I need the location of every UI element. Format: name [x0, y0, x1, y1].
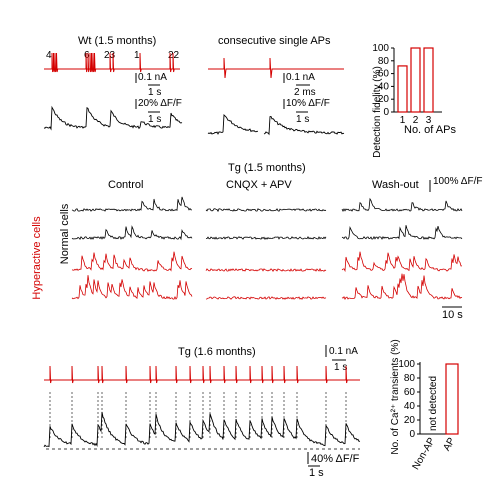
panel-a-title: Wt (1.5 months) [78, 35, 156, 47]
scalebar-time-label: 1 s [296, 114, 309, 125]
calcium-trace-right [207, 114, 258, 135]
spike-count-label: 6 [84, 50, 90, 61]
panel-c-title: Tg (1.6 months) [178, 346, 256, 358]
calcium-trace-row-2-col-1 [71, 225, 193, 241]
scalebar-df-label: 20% ΔF/F [138, 98, 182, 109]
calcium-trace-row-4-col-1 [71, 275, 193, 300]
chart-yticks: 0 20 40 60 80 100 [398, 359, 420, 440]
scalebar-current-label: 0.1 nA [329, 346, 358, 357]
scalebar-df-label: 10% ΔF/F [286, 98, 330, 109]
y-tick-label: 40 [378, 81, 390, 92]
chart-bars [445, 363, 459, 435]
x-tick-label: 1 [400, 115, 406, 126]
scalebar-time-label: 1 s [309, 467, 324, 479]
scalebar-df-label: 40% ΔF/F [311, 453, 360, 465]
y-tick-label: 100 [398, 359, 415, 370]
chart-xlabel: No. of APs [404, 124, 456, 136]
ephys-trace-right [208, 57, 344, 79]
x-tick-label: 2 [413, 115, 419, 126]
x-tick-label: AP [441, 436, 457, 453]
scalebar-time-label: 1 s [148, 87, 161, 98]
calcium-trace-row-2-col-3 [341, 225, 463, 240]
calcium-trace-row-3-col-2 [205, 267, 327, 272]
calcium-trace-row-1-col-2 [205, 208, 327, 213]
y-tick-label: 0 [409, 429, 415, 440]
calcium-trace-row-3-col-3 [341, 251, 463, 273]
ephys-trace [44, 365, 360, 384]
y-tick-label: 60 [404, 387, 416, 398]
calcium-trace-row-1-col-3 [341, 197, 463, 213]
condition-label-control: Control [108, 179, 143, 191]
scalebar-df-label: 100% ΔF/F [433, 176, 482, 187]
condition-label-washout: Wash-out [372, 179, 419, 191]
group-label-normal: Normal cells [59, 203, 71, 264]
y-tick-label: 100 [372, 43, 389, 54]
y-tick-label: 20 [378, 94, 390, 105]
spike-alignment-lines [49, 392, 347, 440]
x-tick-label: 3 [426, 115, 432, 126]
ephys-trace-left [44, 52, 180, 73]
scalebar-current-label: 0.1 nA [286, 72, 315, 83]
panel-a-right-title: consecutive single APs [218, 35, 331, 47]
calcium-trace [43, 411, 361, 448]
group-label-hyperactive: Hyperactive cells [31, 216, 43, 300]
panel-b: Tg (1.5 months) Control CNQX + APV Wash-… [31, 162, 482, 321]
calcium-trace-row-4-col-3 [341, 273, 463, 300]
calcium-trace-row-4-col-2 [205, 296, 327, 300]
y-tick-label: 60 [378, 69, 390, 80]
condition-label-cnqx: CNQX + APV [226, 179, 292, 191]
bar [397, 65, 408, 113]
panel-c: Tg (1.6 months) 0.1 nA 1 s 40% ΔF/F 1 s [43, 345, 361, 479]
x-tick-label: Non-AP [411, 436, 438, 472]
y-tick-label: 80 [378, 56, 390, 67]
y-tick-label: 0 [383, 107, 389, 118]
calcium-trace-right-segment [263, 116, 345, 136]
chart-ylabel: No. of Ca²⁺ transients (%) [390, 339, 401, 454]
spike-count-label: 4 [46, 50, 52, 61]
panel-b-title: Tg (1.5 months) [228, 162, 306, 174]
panel-a: Wt (1.5 months) consecutive single APs 4… [43, 35, 345, 136]
bar [445, 363, 459, 435]
scalebar-time-label: 1 s [334, 362, 347, 373]
calcium-trace-row-3-col-1 [71, 251, 193, 272]
spike-count-label: 1 [134, 50, 140, 61]
calcium-trace-row-2-col-2 [205, 235, 327, 240]
calcium-traces-grid [71, 196, 463, 300]
transients-chart: No. of Ca²⁺ transients (%) 020406080100 … [390, 339, 459, 472]
bar [423, 47, 434, 113]
bar [410, 47, 421, 113]
scalebar-time-label: 2 ms [294, 87, 316, 98]
calcium-trace-left [43, 105, 183, 131]
y-tick-label: 20 [404, 415, 416, 426]
scalebar-time-label: 10 s [442, 309, 463, 321]
chart-bars [397, 47, 434, 113]
y-tick-label: 40 [404, 401, 416, 412]
calcium-trace-row-1-col-1 [71, 196, 192, 212]
scalebar-time-label: 1 s [148, 114, 161, 125]
bar-annotation: not detected [428, 376, 439, 431]
y-tick-label: 80 [404, 373, 416, 384]
chart-xticks: Non-AP AP [411, 436, 458, 472]
scalebar-current-label: 0.1 nA [138, 72, 167, 83]
chart-ylabel: Detection fidelity (%) [372, 66, 383, 158]
spike-count-label: 22 [168, 50, 180, 61]
